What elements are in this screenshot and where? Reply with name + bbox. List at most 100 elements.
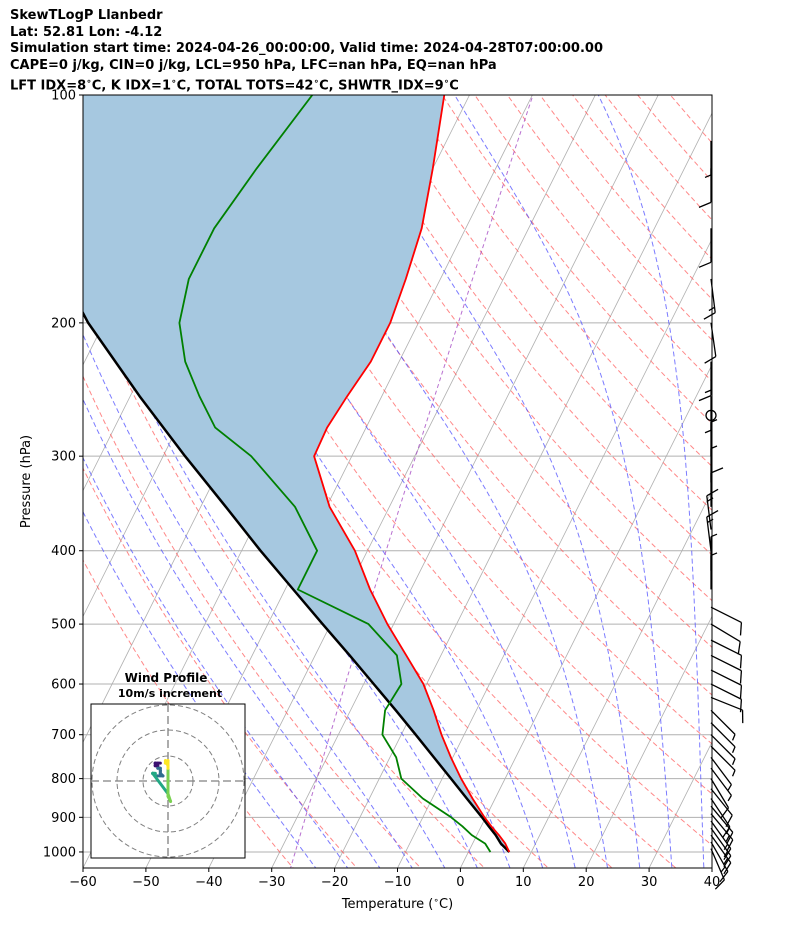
moist-adiabat-line	[83, 456, 349, 868]
barb-staff	[710, 639, 742, 656]
barb-flag	[726, 839, 734, 852]
profile-lines	[83, 95, 511, 853]
parcel-profile-line	[83, 310, 511, 853]
barb-staff	[710, 734, 736, 760]
hodograph-segment	[151, 771, 170, 796]
barb-staff	[710, 788, 733, 816]
x-tick-label: −60	[69, 875, 96, 890]
moist-adiabat-line	[454, 95, 673, 868]
wind-barb	[698, 361, 712, 402]
dry-adiabat-line	[376, 95, 712, 511]
dry-adiabat-line	[441, 95, 712, 425]
wind-barb	[698, 168, 712, 208]
isotherm-line	[585, 615, 712, 868]
barb-staff	[710, 834, 732, 864]
barb-flag	[723, 862, 732, 875]
wind-barb	[698, 228, 712, 268]
axes: −60 −50 −40 −30 −20 −10 0 10 20 30 40 100 200 300 400 5…	[19, 89, 720, 913]
barb-staff	[710, 813, 734, 841]
y-tick-label: 500	[51, 618, 76, 633]
chart-header: SkewTLogP Llanbedr Lat: 52.81 Lon: -4.12…	[10, 8, 603, 95]
calm-wind-marker	[705, 409, 717, 422]
mixing-ratio-line	[290, 95, 534, 868]
barb-flag	[737, 641, 741, 655]
moist-adiabat-line	[185, 95, 576, 868]
barb-flag	[714, 879, 725, 890]
wind-barb	[703, 278, 716, 320]
degree-sign: ∘	[433, 896, 439, 906]
hodograph-inset: Wind Profile 10m/s increment	[90, 671, 246, 859]
wind-barb	[710, 467, 724, 507]
barb-flag	[739, 685, 743, 699]
barb-half-flag	[723, 857, 729, 865]
barb-staff	[710, 722, 736, 748]
dry-adiabat-line	[637, 95, 712, 182]
barb-half-flag	[720, 866, 726, 873]
y-tick-label: 700	[51, 728, 76, 743]
dry-adiabat-line	[83, 467, 358, 868]
y-axis-label: Pressure (hPa)	[19, 435, 34, 528]
y-tick-label: 100	[51, 89, 76, 104]
isotherm-line	[334, 112, 712, 868]
location-line: Lat: 52.81 Lon: -4.12	[10, 24, 163, 40]
barb-half-flag	[731, 734, 736, 741]
wind-barb	[710, 788, 733, 827]
wind-barb	[710, 683, 743, 713]
barb-staff	[710, 820, 732, 850]
wind-barb	[710, 756, 732, 791]
wind-barb	[704, 396, 712, 434]
barb-staff	[710, 756, 732, 785]
barb-flag	[739, 622, 743, 636]
barb-staff	[710, 841, 729, 872]
wind-barb	[710, 767, 732, 802]
x-tick-label: −10	[384, 875, 411, 890]
barb-half-flag	[731, 758, 736, 766]
y-tick-label: 800	[51, 772, 76, 787]
x-tick-label: 40	[704, 875, 721, 890]
x-tick-label: −40	[195, 875, 222, 890]
wind-barb	[710, 841, 729, 883]
wind-barb	[710, 709, 736, 741]
isotherm-line	[208, 95, 596, 868]
barb-flag	[739, 670, 743, 684]
x-tick-label: −50	[132, 875, 159, 890]
barb-staff	[706, 495, 712, 530]
isotherm-line	[648, 741, 712, 868]
dewpoint-line	[178, 95, 492, 853]
barb-staff	[710, 696, 743, 711]
barb-flag	[739, 655, 743, 669]
wind-barb	[710, 734, 736, 766]
x-tick-label: 20	[578, 875, 595, 890]
barb-staff	[710, 654, 742, 672]
moist-adiabat-line	[83, 259, 446, 868]
y-tick-label: 300	[51, 450, 76, 465]
wind-barb	[710, 813, 734, 852]
barb-half-flag	[704, 389, 712, 394]
indices-line-2: LFT IDX=8∘C, K IDX=1∘C, TOTAL TOTS=42∘C,…	[10, 77, 459, 94]
barb-flag	[698, 201, 712, 208]
barb-staff	[710, 767, 732, 796]
inset-title: Wind Profile	[125, 671, 208, 685]
barb-flag	[739, 699, 743, 713]
isotherm-line	[459, 363, 712, 868]
hodograph-ring	[91, 704, 245, 858]
indices-line-1: CAPE=0 j/kg, CIN=0 j/kg, LCL=950 hPa, LF…	[10, 57, 497, 73]
barb-staff	[710, 798, 731, 828]
barb-flag	[722, 826, 731, 839]
x-tick-label: 30	[641, 875, 658, 890]
cape-shading	[83, 95, 510, 852]
barb-flag	[726, 831, 734, 845]
barb-half-flag	[723, 843, 729, 851]
barb-staff	[710, 778, 730, 809]
dry-adiabat-line	[83, 282, 486, 868]
dry-adiabat-line	[343, 95, 712, 556]
barb-half-flag	[704, 174, 712, 179]
y-tick-label: 400	[51, 544, 76, 559]
barb-staff	[710, 669, 742, 686]
barb-half-flag	[731, 746, 736, 754]
barb-half-flag	[723, 851, 729, 858]
barb-flag	[703, 312, 716, 320]
wind-barb	[710, 745, 736, 777]
wind-barb	[710, 778, 730, 819]
